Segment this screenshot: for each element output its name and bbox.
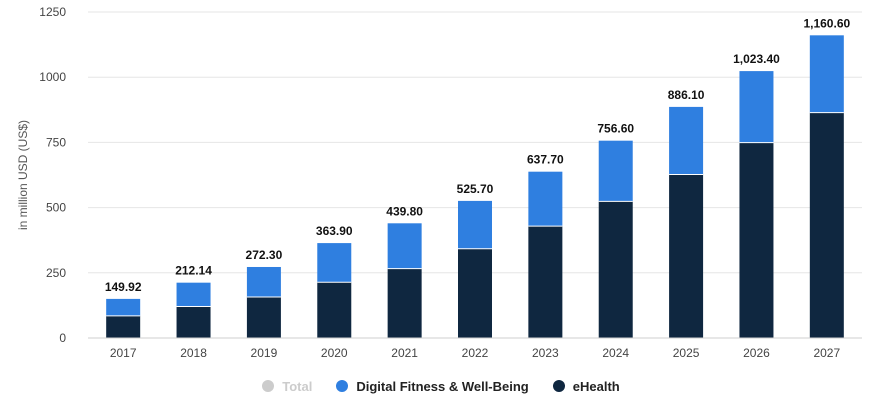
x-tick-label: 2019 xyxy=(251,346,278,360)
y-axis-label: in million USD (US$) xyxy=(16,120,30,230)
x-tick-label: 2023 xyxy=(532,346,559,360)
legend-dot-icon xyxy=(262,380,275,392)
gridlines xyxy=(88,11,862,274)
bar-ehealth-2027[interactable] xyxy=(809,112,844,339)
bar-digital-fitness-2017[interactable] xyxy=(106,298,141,316)
x-tick-label: 2024 xyxy=(602,346,629,360)
legend: Total Digital Fitness & Well-Being eHeal… xyxy=(0,374,882,398)
bar-digital-fitness-2024[interactable] xyxy=(598,140,633,202)
total-label-2019: 272.30 xyxy=(246,248,283,262)
bar-ehealth-2017[interactable] xyxy=(106,315,141,338)
bar-ehealth-2023[interactable] xyxy=(528,226,563,338)
legend-dot-icon xyxy=(552,380,565,392)
bar-ehealth-2025[interactable] xyxy=(669,174,704,338)
stacked-bar-chart: 0 250 500 750 1000 1250 149.92 212.14 272.30 363… xyxy=(16,5,862,360)
total-label-2025: 886.10 xyxy=(668,88,705,102)
x-tick-label: 2026 xyxy=(743,346,770,360)
total-label-2022: 525.70 xyxy=(457,182,494,196)
legend-item-ehealth[interactable]: eHealth xyxy=(552,378,620,394)
bar-digital-fitness-2019[interactable] xyxy=(246,266,281,298)
legend-dot-icon xyxy=(336,380,349,392)
total-label-2018: 212.14 xyxy=(175,264,212,278)
x-tick-label: 2025 xyxy=(673,346,700,360)
bar-ehealth-2022[interactable] xyxy=(458,248,492,338)
bar-digital-fitness-2023[interactable] xyxy=(528,171,563,227)
x-tick-label: 2020 xyxy=(321,346,348,360)
legend-label: Digital Fitness & Well-Being xyxy=(356,378,529,394)
bar-ehealth-2024[interactable] xyxy=(598,201,633,338)
legend-label: Total xyxy=(282,378,313,394)
x-tick-label: 2018 xyxy=(180,346,207,360)
total-label-2023: 637.70 xyxy=(527,153,564,167)
total-label-2026: 1,023.40 xyxy=(733,52,780,66)
total-label-2024: 756.60 xyxy=(597,122,634,136)
total-label-2027: 1,160.60 xyxy=(803,16,850,30)
y-tick-label: 250 xyxy=(46,266,66,280)
total-label-2017: 149.92 xyxy=(105,280,142,294)
bar-digital-fitness-2021[interactable] xyxy=(387,223,422,269)
bar-digital-fitness-2022[interactable] xyxy=(458,200,492,249)
total-labels: 149.92 212.14 272.30 363.90 439.80 525.70 637.… xyxy=(105,16,851,294)
bar-ehealth-2021[interactable] xyxy=(387,268,422,338)
bar-digital-fitness-2027[interactable] xyxy=(809,35,844,113)
bars xyxy=(106,35,844,339)
bar-digital-fitness-2025[interactable] xyxy=(669,106,704,175)
y-tick-label: 750 xyxy=(46,135,66,149)
bar-ehealth-2018[interactable] xyxy=(176,306,211,338)
legend-item-digital-fitness[interactable]: Digital Fitness & Well-Being xyxy=(336,378,529,394)
y-tick-label: 0 xyxy=(59,331,66,345)
bar-ehealth-2020[interactable] xyxy=(317,282,352,338)
y-axis-ticks: 0 250 500 750 1000 1250 xyxy=(39,5,66,345)
y-tick-label: 500 xyxy=(46,201,66,215)
bar-digital-fitness-2018[interactable] xyxy=(176,282,211,307)
total-label-2020: 363.90 xyxy=(316,224,353,238)
bar-ehealth-2019[interactable] xyxy=(246,297,281,338)
legend-item-total[interactable]: Total xyxy=(262,379,312,394)
x-tick-label: 2017 xyxy=(110,346,137,360)
x-tick-label: 2027 xyxy=(813,346,840,360)
y-tick-label: 1000 xyxy=(39,70,66,84)
bar-ehealth-2026[interactable] xyxy=(739,142,774,338)
total-label-2021: 439.80 xyxy=(386,204,423,218)
x-axis-ticks: 2017 2018 2019 2020 2021 2022 2023 2024 2025 2026… xyxy=(110,346,841,360)
x-tick-label: 2022 xyxy=(462,346,489,360)
y-tick-label: 1250 xyxy=(39,5,66,19)
legend-label: eHealth xyxy=(572,378,620,394)
x-tick-label: 2021 xyxy=(391,346,418,360)
bar-digital-fitness-2020[interactable] xyxy=(317,243,352,283)
bar-digital-fitness-2026[interactable] xyxy=(739,71,774,143)
